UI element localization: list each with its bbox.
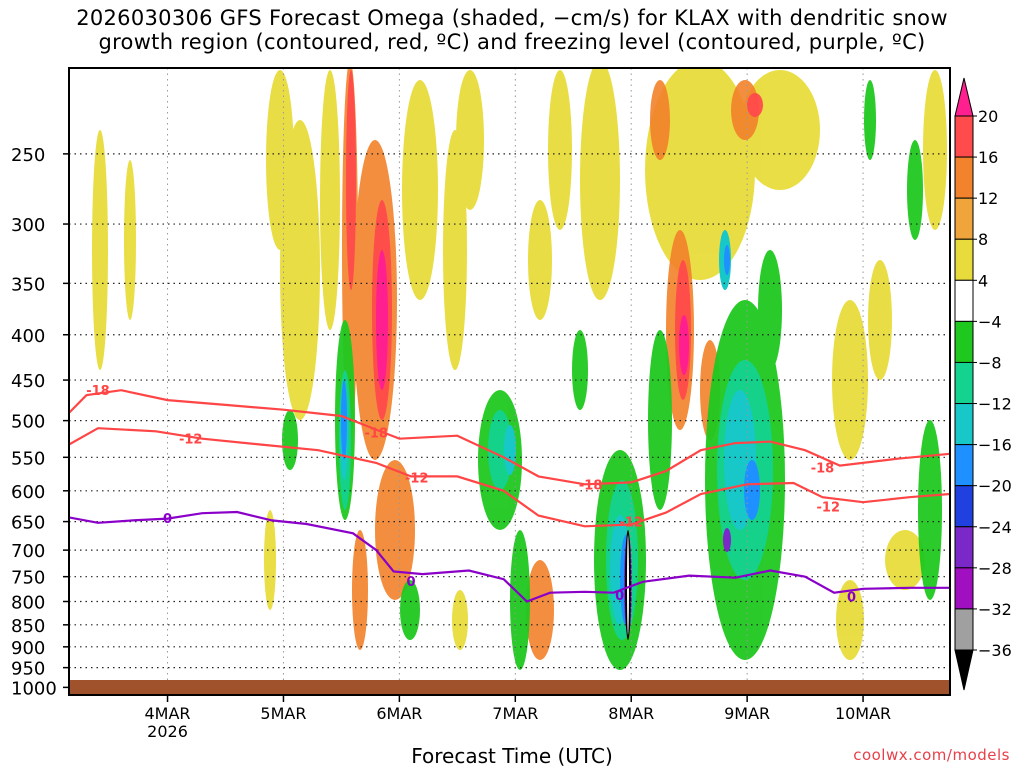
colorbar-label: −36 [978, 641, 1012, 660]
y-tick-label: 800 [11, 593, 45, 614]
y-tick-label: 300 [11, 215, 45, 236]
y-tick-label: 550 [11, 448, 45, 469]
y-tick-label: 600 [11, 482, 45, 503]
colorbar-label: −8 [978, 353, 1002, 372]
colorbar-label: 20 [978, 107, 998, 126]
contour-label: 0 [163, 512, 172, 527]
contour-label: 0 [615, 589, 624, 604]
contour-label: -18 [579, 478, 603, 493]
y-tick-label: 900 [11, 638, 45, 659]
colorbar-top-arrow [954, 77, 974, 117]
colorbar-segment [954, 485, 974, 528]
temperature-contours: -18 -18 -18 -18 -12 -12 -12 -12 0 0 0 0 [69, 384, 950, 606]
colorbar-segment [954, 567, 974, 610]
colorbar-segment [954, 526, 974, 569]
y-tick-label: 850 [11, 616, 45, 637]
colorbar-label: −16 [978, 436, 1012, 455]
credit-text: coolwx.com/models [853, 746, 1010, 764]
omega-shading [92, 68, 947, 670]
colorbar-segment [954, 156, 974, 199]
x-tick-label: 4MAR [145, 704, 191, 723]
contour-label: -12 [817, 501, 841, 516]
colorbar-label: 4 [978, 271, 988, 290]
x-tick-label: 9MAR [724, 704, 770, 723]
x-tick-label: 8MAR [608, 704, 654, 723]
colorbar-label: −32 [978, 600, 1012, 619]
contour-label: -18 [364, 427, 388, 442]
y-tick-label: 950 [11, 659, 45, 680]
colorbar-label: 16 [978, 148, 998, 167]
colorbar-bottom-arrow [954, 649, 974, 691]
colorbar-segment [954, 320, 974, 363]
contour-line-0 [69, 510, 950, 603]
y-tick-label: 1000 [11, 678, 57, 699]
y-tick-label: 350 [11, 274, 45, 295]
colorbar: 20 16 12 8 4 −4 −8 −12 −16 −20 −24 −28 −32 −36 [954, 77, 1012, 691]
colorbar-segment [954, 279, 974, 322]
plot-frame [68, 67, 951, 696]
colorbar-label: 8 [978, 230, 988, 249]
contour-line--18 [69, 389, 950, 486]
colorbar-segment [954, 238, 974, 281]
x-tick-label: 5MAR [260, 704, 306, 723]
grid-lines [69, 68, 950, 695]
colorbar-label: −20 [978, 477, 1012, 496]
contour-label: -18 [86, 384, 110, 399]
contour-label: -12 [619, 516, 643, 531]
y-axis: 2503003504004505005506006507007508008509… [11, 145, 69, 699]
contour-label: -12 [405, 472, 429, 487]
contour-label: -18 [811, 462, 835, 477]
colorbar-label: −28 [978, 559, 1012, 578]
colorbar-label: −12 [978, 395, 1012, 414]
y-tick-label: 500 [11, 412, 45, 433]
x-tick-sublabel: 2026 [147, 722, 188, 741]
y-tick-label: 400 [11, 326, 45, 347]
contour-label: -12 [179, 433, 203, 448]
contour-label: 0 [406, 575, 415, 590]
y-tick-label: 750 [11, 568, 45, 589]
colorbar-segment [954, 197, 974, 240]
chart-title: 2026030306 GFS Forecast Omega (shaded, −… [0, 6, 1024, 54]
colorbar-label: −4 [978, 312, 1002, 331]
y-tick-label: 650 [11, 513, 45, 534]
colorbar-segment [954, 403, 974, 446]
x-tick-label: 7MAR [492, 704, 538, 723]
contour-line--12 [69, 427, 950, 528]
title-line-2: growth region (contoured, red, ºC) and f… [98, 30, 926, 54]
colorbar-segment [954, 361, 974, 405]
colorbar-segment [954, 444, 974, 487]
x-axis-label: Forecast Time (UTC) [411, 744, 613, 768]
colorbar-label: −24 [978, 518, 1012, 537]
title-line-1: 2026030306 GFS Forecast Omega (shaded, −… [76, 6, 948, 30]
y-tick-label: 700 [11, 541, 45, 562]
terrain-strip [69, 680, 950, 695]
contour-label: 0 [847, 591, 856, 606]
x-tick-label: 10MAR [835, 704, 891, 723]
colorbar-label: 12 [978, 189, 998, 208]
colorbar-segment [954, 115, 974, 158]
colorbar-segment [954, 608, 974, 651]
x-tick-label: 6MAR [376, 704, 422, 723]
y-tick-label: 250 [11, 145, 45, 166]
y-tick-label: 450 [11, 371, 45, 392]
